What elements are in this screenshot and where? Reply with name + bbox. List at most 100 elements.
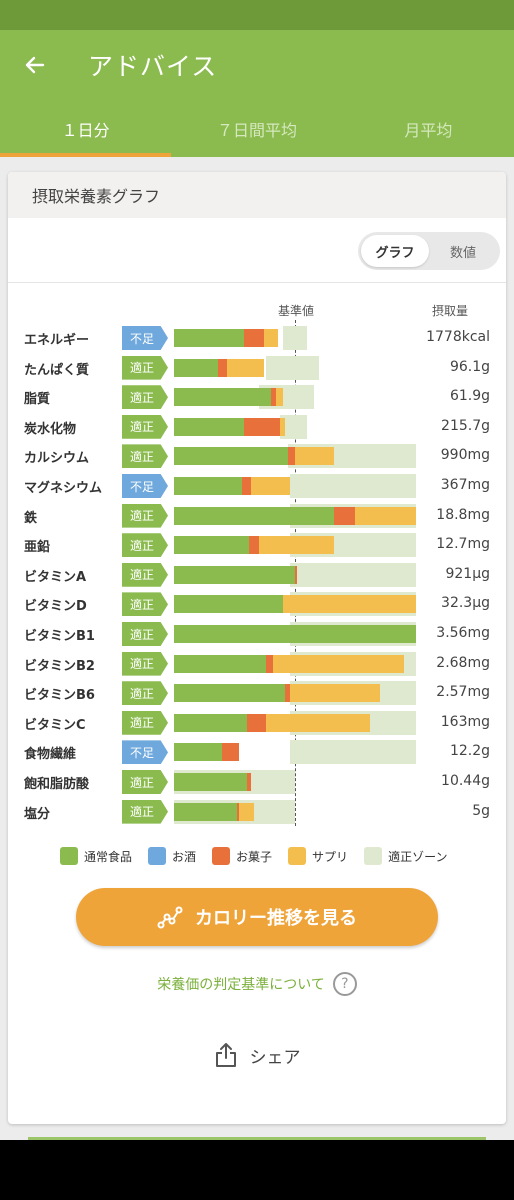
nutrient-name: 鉄	[24, 510, 38, 526]
legend-swatch	[288, 847, 307, 865]
legend-swatch	[60, 847, 78, 865]
optimal-zone	[290, 474, 416, 498]
status-badge: 適正	[122, 770, 168, 794]
status-badge: 適正	[122, 385, 168, 410]
divider	[8, 282, 506, 283]
legend-label: お菓子	[236, 849, 273, 864]
food-segment	[174, 684, 286, 703]
food-segment	[174, 388, 271, 407]
nutrient-row: ビタミンB2 適正 2.68mg	[8, 651, 506, 676]
status-badge: 適正	[122, 592, 168, 617]
legend-item: お菓子	[212, 847, 272, 865]
stacked-bar	[174, 684, 380, 703]
page-title: アドバイス	[88, 52, 218, 81]
snack-segment	[236, 802, 240, 821]
intake-value: 10.44g	[441, 773, 490, 789]
stacked-bar	[174, 417, 286, 436]
stacked-bar	[174, 625, 416, 643]
status-badge: 適正	[122, 414, 168, 439]
nutrient-name: ビタミンB6	[24, 688, 95, 704]
stacked-bar	[174, 477, 291, 495]
reference-header: 基準値	[278, 304, 315, 318]
optimal-zone	[290, 740, 416, 765]
status-badge: 適正	[122, 710, 168, 735]
stacked-bar	[174, 506, 416, 525]
tab-one-day[interactable]: １日分	[0, 100, 172, 157]
snack-segment	[249, 536, 259, 555]
food-segment	[174, 595, 283, 614]
supplement-segment	[275, 388, 283, 407]
food-segment	[174, 477, 242, 495]
supplement-segment	[263, 329, 279, 347]
nutrient-row: ビタミンC 適正 163mg	[8, 710, 506, 735]
optimal-zone	[282, 326, 308, 350]
legend-swatch	[212, 847, 231, 865]
snack-segment	[270, 388, 276, 407]
share-button[interactable]: シェア	[8, 1042, 506, 1068]
back-button[interactable]	[0, 30, 70, 100]
food-segment	[174, 773, 247, 791]
tab-monthly-average[interactable]: 月平均	[404, 120, 453, 140]
criteria-link[interactable]: 栄養価の判定基準について ?	[8, 972, 506, 996]
nutrient-row: 鉄 適正 18.8mg	[8, 503, 506, 528]
snack-segment	[241, 477, 252, 495]
stacked-bar	[174, 802, 254, 821]
status-badge: 適正	[122, 562, 168, 587]
calorie-trend-button[interactable]: カロリー推移を見る	[76, 888, 438, 946]
intake-value: 990mg	[440, 447, 490, 464]
toggle-value[interactable]: 数値	[449, 245, 476, 261]
supplement-segment	[280, 417, 286, 436]
app-bar: アドバイス	[0, 30, 514, 100]
share-icon	[215, 1043, 236, 1067]
supplement-segment	[355, 506, 416, 525]
intake-value: 2.57mg	[436, 684, 490, 701]
intake-value: 163mg	[440, 713, 490, 730]
arrow-left-icon	[25, 56, 45, 74]
status-badge: 不足	[122, 326, 168, 350]
nutrient-row: ビタミンA 適正 921μg	[8, 562, 506, 587]
help-icon[interactable]: ?	[332, 972, 357, 996]
nutrient-name: マグネシウム	[24, 481, 103, 496]
stacked-bar	[174, 654, 404, 673]
stacked-bar	[174, 595, 416, 614]
legend-item: お酒	[148, 847, 196, 865]
nutrient-row: カルシウム 適正 990mg	[8, 444, 506, 469]
nutrient-name: 食物繊維	[24, 747, 77, 763]
calorie-trend-label: カロリー推移を見る	[195, 908, 357, 929]
snack-segment	[244, 329, 264, 347]
nutrient-row: ビタミンB6 適正 2.57mg	[8, 681, 506, 706]
nutrient-row: 食物繊維 不足 12.2g	[8, 740, 506, 765]
card-title: 摂取栄養素グラフ	[8, 172, 506, 218]
nutrient-name: 脂質	[24, 392, 51, 408]
legend-item: 通常食品	[60, 847, 132, 865]
next-card-edge	[28, 1137, 486, 1140]
nutrient-row: たんぱく質 適正 96.1g	[8, 355, 506, 380]
food-segment	[174, 329, 245, 347]
nutrient-name: 炭水化物	[24, 421, 77, 437]
food-segment	[174, 802, 237, 821]
share-label: シェア	[249, 1047, 301, 1068]
nutrient-row: 亜鉛 適正 12.7mg	[8, 533, 506, 558]
stacked-bar	[174, 536, 334, 555]
snack-segment	[285, 684, 291, 703]
legend-swatch	[148, 847, 167, 865]
food-segment	[174, 358, 218, 377]
nutrient-row: 脂質 適正 61.9g	[8, 385, 506, 410]
optimal-zone	[265, 355, 320, 380]
supplement-segment	[239, 802, 254, 821]
intake-value: 367mg	[440, 477, 490, 493]
snack-segment	[246, 773, 252, 791]
supplement-segment	[282, 595, 416, 614]
nutrient-row: 炭水化物 適正 215.7g	[8, 414, 506, 439]
intake-value: 1778kcal	[426, 329, 490, 345]
supplement-segment	[258, 536, 334, 555]
tab-seven-day-average[interactable]: ７日間平均	[216, 120, 297, 140]
status-badge: 適正	[122, 533, 168, 558]
snack-segment	[217, 358, 228, 377]
nutrient-name: 飽和脂肪酸	[24, 777, 90, 792]
legend-label: お酒	[172, 849, 197, 864]
criteria-label: 栄養価の判定基準について	[157, 977, 325, 993]
toggle-graph[interactable]: グラフ	[361, 235, 429, 267]
status-badge: 適正	[122, 799, 168, 824]
nutrient-chart: 基準値 摂取量 エネルギー 不足 1778kcal たんぱく質 適正 96.1g 脂質 適正 6…	[8, 172, 506, 842]
